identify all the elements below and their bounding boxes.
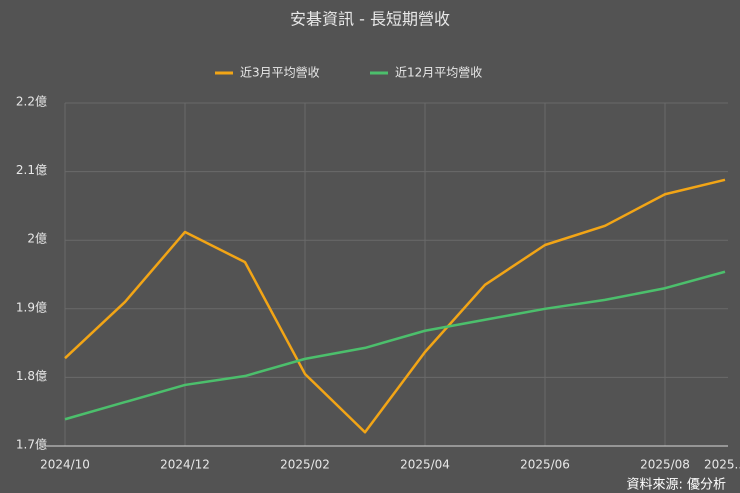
y-tick-label: 2.1億 [16, 163, 47, 177]
series-line [64, 178, 726, 434]
x-tick-label: 2025/02 [280, 458, 330, 472]
x-tick-label: 2025/04 [400, 458, 450, 472]
y-tick-label: 1.7億 [16, 438, 47, 452]
x-tick-label: 2025/08 [640, 458, 690, 472]
x-tick-label: 2025/06 [520, 458, 570, 472]
legend-label: 近3月平均營收 [240, 66, 320, 80]
y-tick-label: 1.8億 [16, 369, 47, 383]
x-tick-label: 2024/10 [40, 458, 90, 472]
y-tick-label: 2億 [27, 232, 47, 246]
y-tick-label: 2.2億 [16, 95, 47, 109]
series-line [64, 270, 726, 421]
x-tick-label: 2024/12 [160, 458, 210, 472]
legend-label: 近12月平均營收 [395, 66, 482, 80]
source-note: 資料來源: 優分析 [626, 478, 726, 493]
y-tick-label: 1.9億 [16, 300, 47, 314]
x-tick-label: 2025... [704, 458, 740, 472]
chart-title: 安碁資訊 - 長短期營收 [290, 10, 450, 29]
